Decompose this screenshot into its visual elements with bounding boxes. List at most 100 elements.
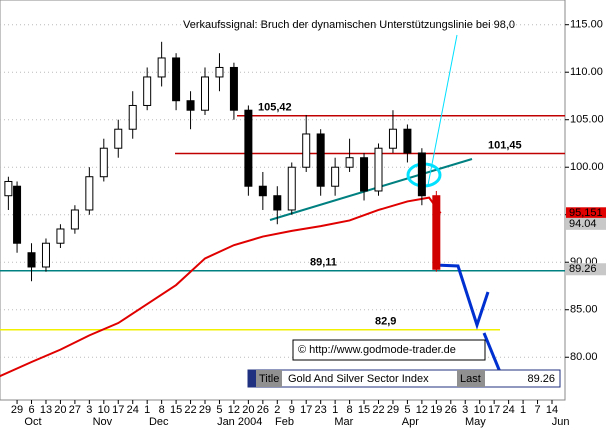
x-tick-label: 8 — [347, 404, 353, 416]
candle-body — [331, 166, 340, 187]
x-tick-label: 24 — [127, 404, 139, 416]
candle-body — [85, 176, 94, 211]
info-last-bg — [457, 370, 485, 387]
x-tick-label: 7 — [534, 404, 540, 416]
candle-body — [4, 180, 13, 197]
month-label: Jun — [552, 416, 570, 428]
x-tick-label: 12 — [228, 404, 240, 416]
price-tag — [566, 217, 606, 230]
level-label: 105,42 — [258, 102, 292, 114]
x-tick-label: 1 — [144, 404, 150, 416]
month-label: May — [465, 416, 486, 428]
month-label: Apr — [402, 416, 419, 428]
candle-body — [114, 128, 123, 149]
x-tick-label: 13 — [40, 404, 52, 416]
price-tag — [566, 207, 606, 220]
candle-body — [128, 104, 137, 130]
x-tick-label: 26 — [257, 404, 269, 416]
x-tick-label: 6 — [28, 404, 34, 416]
candle-body — [201, 76, 210, 111]
candle-body — [316, 133, 325, 187]
info-title-label: Title — [259, 373, 279, 385]
x-tick-label: 1 — [520, 404, 526, 416]
x-tick-label: 5 — [216, 404, 222, 416]
projection — [482, 332, 502, 373]
x-tick-label: 17 — [112, 404, 124, 416]
x-tick-label: 10 — [474, 404, 486, 416]
info-title-bg — [256, 370, 282, 387]
month-label: Nov — [93, 416, 113, 428]
candle-body — [41, 242, 50, 268]
candle-body — [432, 195, 441, 270]
candle-body — [229, 66, 238, 111]
y-tick-label: 105.00 — [570, 114, 604, 126]
signal-line — [427, 34, 458, 186]
candle-body — [417, 152, 426, 197]
projection — [434, 263, 490, 330]
level-label: 89,11 — [310, 257, 337, 269]
candle-body — [27, 252, 36, 268]
x-tick-label: 3 — [462, 404, 468, 416]
candle-body — [172, 57, 181, 102]
x-tick-label: 24 — [502, 404, 514, 416]
copyright: © http://www.godmode-trader.de — [298, 344, 456, 356]
x-tick-label: 15 — [358, 404, 370, 416]
x-tick-label: 27 — [69, 404, 81, 416]
x-tick-label: 5 — [404, 404, 410, 416]
candle-body — [287, 166, 296, 211]
candle-body — [403, 128, 412, 154]
y-tick-label: 115.00 — [570, 19, 603, 31]
price-tag-label: 95,151 — [569, 207, 603, 219]
candle-body — [99, 147, 108, 178]
info-cap — [248, 370, 256, 387]
moving-average — [0, 196, 442, 378]
y-tick-label: 80.00 — [570, 351, 598, 363]
candle-body — [143, 76, 152, 106]
annotation: Verkaufssignal: Bruch der dynamischen Un… — [183, 19, 515, 31]
x-tick-label: 14 — [546, 404, 558, 416]
x-tick-label: 29 — [11, 404, 23, 416]
candle-body — [374, 147, 383, 192]
x-tick-label: 12 — [416, 404, 428, 416]
price-tag — [566, 263, 606, 276]
candle-body — [258, 185, 267, 197]
month-label: Feb — [275, 416, 294, 428]
month-label: Jan 2004 — [217, 416, 262, 428]
price-tag-label: 94.04 — [569, 218, 597, 230]
price-tag-label: 89.26 — [569, 263, 597, 275]
x-tick-label: 19 — [430, 404, 442, 416]
info-last-label: Last — [460, 373, 481, 385]
month-label: Oct — [24, 416, 41, 428]
x-tick-label: 23 — [315, 404, 327, 416]
month-label: Mar — [334, 416, 353, 428]
x-tick-label: 1 — [332, 404, 338, 416]
x-tick-label: 10 — [98, 404, 110, 416]
y-tick-label: 85.00 — [570, 304, 598, 316]
copyright-box — [292, 339, 486, 361]
candle-body — [360, 157, 369, 192]
x-tick-label: 29 — [199, 404, 211, 416]
candle-body — [70, 209, 79, 230]
candle-body — [388, 128, 397, 149]
candle-body — [345, 157, 354, 168]
candle-body — [13, 185, 22, 244]
y-tick-label: 110.00 — [570, 66, 603, 78]
info-last: 89.26 — [527, 373, 555, 385]
x-tick-label: 20 — [242, 404, 254, 416]
x-tick-label: 26 — [445, 404, 457, 416]
x-tick-label: 29 — [387, 404, 399, 416]
x-tick-label: 2 — [274, 404, 280, 416]
candle-body — [215, 66, 224, 78]
candle-body — [56, 228, 65, 244]
candle-body — [273, 195, 282, 211]
level-label: 101,45 — [488, 139, 522, 151]
x-tick-label: 17 — [300, 404, 312, 416]
x-tick-label: 3 — [86, 404, 92, 416]
x-tick-label: 8 — [159, 404, 165, 416]
candle-body — [244, 109, 253, 187]
x-tick-label: 22 — [372, 404, 384, 416]
candle-body — [302, 133, 311, 168]
info-name: Gold And Silver Sector Index — [288, 373, 429, 385]
x-tick-label: 22 — [184, 404, 196, 416]
